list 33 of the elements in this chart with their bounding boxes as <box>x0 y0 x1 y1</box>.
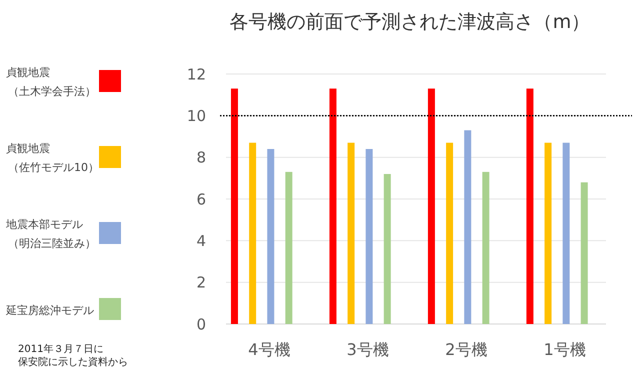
bar <box>329 88 336 324</box>
legend-label: 貞観地震（佐竹モデル10） <box>6 142 99 174</box>
y-tick-label: 0 <box>196 315 206 334</box>
y-tick-label: 2 <box>196 274 206 292</box>
y-tick-label: 12 <box>186 65 206 84</box>
text: 2011年３月７日に保安院に示した資料から <box>18 343 128 368</box>
bar <box>348 142 355 324</box>
legend-label: 延宝房総沖モデル <box>5 304 94 317</box>
y-tick-label: 10 <box>186 106 206 125</box>
bar <box>384 174 391 324</box>
legend-label: 地震本部モデル（明治三陸並み） <box>5 218 96 250</box>
bar <box>482 172 490 324</box>
x-tick-label: 2号機 <box>445 340 488 359</box>
bar <box>249 142 256 324</box>
bar <box>267 149 274 324</box>
bar <box>428 88 435 324</box>
bar <box>366 149 373 324</box>
y-tick-label: 8 <box>196 148 206 167</box>
chart-title: 各号機の前面で予測された津波高さ（m） <box>230 11 590 33</box>
x-tick-label: 4号機 <box>248 340 290 359</box>
bar <box>464 130 472 324</box>
y-tick-label: 4 <box>196 232 206 250</box>
bar <box>230 88 238 324</box>
bar <box>446 142 454 324</box>
bar <box>285 172 292 324</box>
x-tick-label: 1号機 <box>544 340 586 359</box>
bar <box>526 88 534 324</box>
bar <box>580 182 588 324</box>
bar <box>562 142 570 324</box>
bar <box>544 142 552 324</box>
x-tick-label: 3号機 <box>346 340 389 359</box>
y-tick-label: 6 <box>196 190 206 208</box>
legend-label: 貞観地震（土木学会手法） <box>6 66 96 98</box>
